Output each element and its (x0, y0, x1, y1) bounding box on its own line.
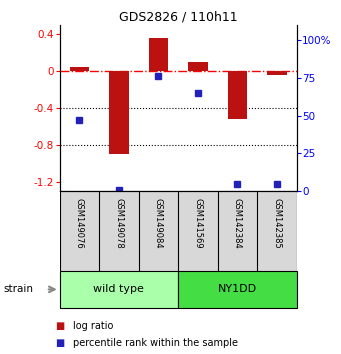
Text: ■: ■ (55, 338, 64, 348)
Text: GSM142384: GSM142384 (233, 198, 242, 248)
Bar (227, 71, 247, 119)
Text: ■: ■ (55, 321, 64, 331)
Bar (267, 71, 287, 75)
Bar (149, 38, 168, 71)
Text: NY1DD: NY1DD (218, 284, 257, 295)
FancyBboxPatch shape (60, 271, 178, 308)
Bar (109, 71, 129, 154)
Text: GSM149076: GSM149076 (75, 198, 84, 248)
FancyBboxPatch shape (178, 271, 297, 308)
Text: GSM142385: GSM142385 (272, 198, 281, 248)
Text: GSM149078: GSM149078 (115, 198, 123, 248)
Text: strain: strain (3, 284, 33, 295)
Text: GSM149084: GSM149084 (154, 198, 163, 248)
Bar (188, 62, 208, 71)
Text: percentile rank within the sample: percentile rank within the sample (73, 338, 238, 348)
Bar (70, 67, 89, 71)
Text: GSM141569: GSM141569 (193, 198, 203, 248)
Title: GDS2826 / 110h11: GDS2826 / 110h11 (119, 11, 237, 24)
Text: log ratio: log ratio (73, 321, 114, 331)
Text: wild type: wild type (93, 284, 144, 295)
